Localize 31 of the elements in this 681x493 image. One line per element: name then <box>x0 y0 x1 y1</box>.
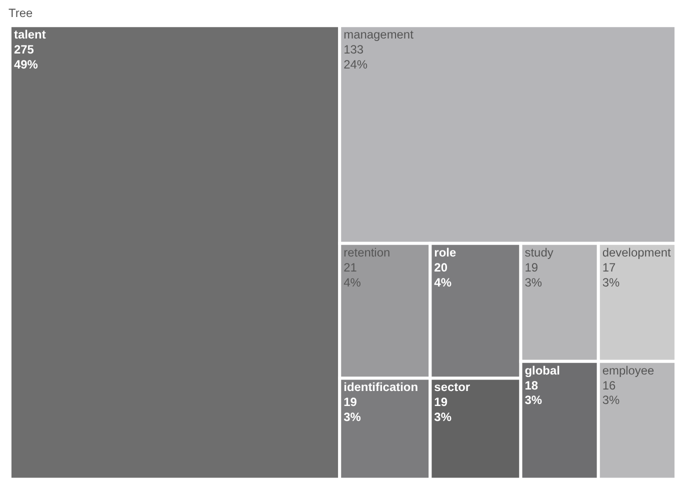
data-label: 4% <box>344 275 362 290</box>
text: 19 <box>524 260 538 274</box>
text: 19 <box>434 395 448 410</box>
category-label: study <box>524 245 554 260</box>
text: 133 <box>344 42 364 57</box>
data-label: 3% <box>602 393 620 408</box>
text: 17 <box>602 260 616 274</box>
data-label: 3% <box>602 275 620 290</box>
category-label: management <box>344 28 414 42</box>
category-label: talent <box>14 28 46 42</box>
category-label: development <box>602 245 672 260</box>
data-label: 3% <box>434 410 452 424</box>
data-label: 4% <box>434 275 452 290</box>
data-label: 3% <box>524 275 542 290</box>
category-label: sector <box>434 380 470 394</box>
text: 19 <box>344 395 357 410</box>
category-label: identification <box>344 380 418 394</box>
text: 275 <box>14 42 34 57</box>
data-label: 3% <box>344 410 362 424</box>
text: 18 <box>524 378 538 392</box>
data-label: 49% <box>14 58 38 72</box>
text: 21 <box>344 260 357 274</box>
data-label: 3% <box>524 393 542 408</box>
category-label: global <box>524 363 560 378</box>
category-label: retention <box>344 245 390 260</box>
text: 20 <box>434 260 448 274</box>
category-label: employee <box>602 363 655 378</box>
data-label: 24% <box>344 58 368 72</box>
text: Tree <box>8 6 33 20</box>
category-label: role <box>434 245 456 260</box>
text: 16 <box>602 378 616 392</box>
